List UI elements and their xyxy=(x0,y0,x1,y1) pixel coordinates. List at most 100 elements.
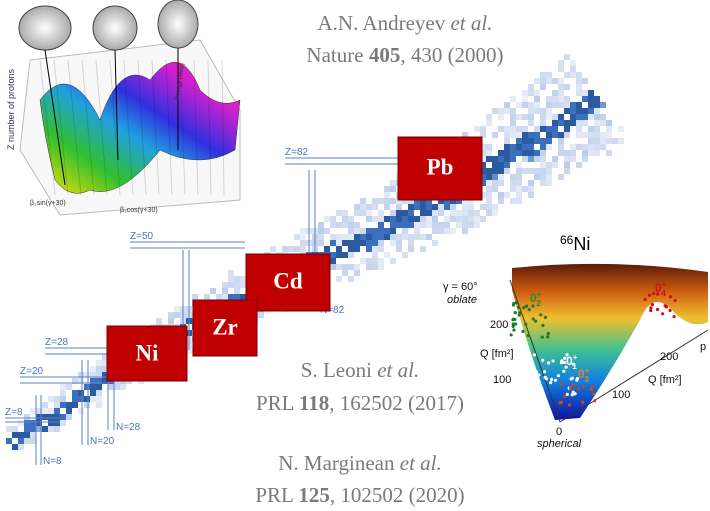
nuclide xyxy=(498,174,504,180)
state-dot xyxy=(563,395,566,398)
state-dot xyxy=(651,303,654,306)
nuclide xyxy=(522,144,528,150)
nuclide xyxy=(564,120,570,126)
nuclide xyxy=(72,402,78,408)
nuclide xyxy=(486,120,492,126)
nuclide xyxy=(384,228,390,234)
nuclide xyxy=(576,90,582,96)
nuclide xyxy=(228,294,234,300)
nuclide xyxy=(378,240,384,246)
state-dot xyxy=(577,387,580,390)
nuclide xyxy=(90,384,96,390)
etal: et al. xyxy=(450,11,492,35)
nuclide xyxy=(558,102,564,108)
element-label: Ni xyxy=(136,340,160,365)
nuclide xyxy=(438,222,444,228)
nuclide xyxy=(462,222,468,228)
nuclide xyxy=(486,180,492,186)
nuclide xyxy=(492,204,498,210)
nuclide xyxy=(330,234,336,240)
nuclide xyxy=(96,366,102,372)
nuclide xyxy=(282,246,288,252)
nuclide xyxy=(492,210,498,216)
nuclide xyxy=(54,426,60,432)
nuclide xyxy=(66,384,72,390)
state-dot xyxy=(561,382,564,385)
nuclide xyxy=(336,276,342,282)
nuclide xyxy=(564,126,570,132)
nuclide xyxy=(594,138,600,144)
state-dot xyxy=(549,381,552,384)
nuclide xyxy=(372,246,378,252)
nuclide xyxy=(540,162,546,168)
nuclide xyxy=(540,174,546,180)
state-dot xyxy=(674,299,677,302)
nuclide xyxy=(234,294,240,300)
nuclide xyxy=(324,216,330,222)
nuclide xyxy=(582,90,588,96)
nuclide xyxy=(438,204,444,210)
citation-line: N. Marginean et al. xyxy=(278,451,442,475)
nuclide xyxy=(516,198,522,204)
nuclide xyxy=(408,204,414,210)
nuclide xyxy=(564,84,570,90)
nuclide xyxy=(330,252,336,258)
citation-line: PRL 118, 162502 (2017) xyxy=(256,391,464,415)
nuclide xyxy=(366,210,372,216)
nuclide xyxy=(576,162,582,168)
nuclide xyxy=(522,90,528,96)
details: , 430 (2000) xyxy=(400,43,503,67)
nuclide xyxy=(426,210,432,216)
state-dot xyxy=(593,399,596,402)
state-dot xyxy=(568,403,571,406)
nuclide xyxy=(504,192,510,198)
nuclide xyxy=(552,162,558,168)
nuclide xyxy=(510,174,516,180)
nuclide xyxy=(42,426,48,432)
nuclide xyxy=(354,228,360,234)
state-dot xyxy=(644,298,647,301)
nuclide xyxy=(528,156,534,162)
nuclide xyxy=(396,222,402,228)
citation-line: S. Leoni et al. xyxy=(301,358,419,382)
nuclide xyxy=(378,222,384,228)
nuclide xyxy=(66,414,72,420)
nuclide xyxy=(504,102,510,108)
nuclide xyxy=(342,210,348,216)
nuclide xyxy=(570,108,576,114)
nuclide xyxy=(600,114,606,120)
nuclide xyxy=(516,168,522,174)
nuclide xyxy=(66,408,72,414)
state-dot xyxy=(524,323,527,326)
state-dot xyxy=(543,370,546,373)
nuclide xyxy=(204,294,210,300)
nuclide xyxy=(534,168,540,174)
q-label: Q [fm²] xyxy=(648,374,682,386)
nuclide xyxy=(564,108,570,114)
nuclide xyxy=(522,168,528,174)
nuclide xyxy=(60,396,66,402)
sub: 2 xyxy=(536,299,541,308)
volume: 125 xyxy=(298,483,330,507)
nuclide xyxy=(576,114,582,120)
nuclide xyxy=(12,432,18,438)
citation-line: Nature 405, 430 (2000) xyxy=(306,43,503,67)
nuclide xyxy=(534,138,540,144)
nuclide xyxy=(390,180,396,186)
nuclide xyxy=(12,444,18,450)
sup: + xyxy=(573,353,578,362)
nuclide xyxy=(558,174,564,180)
nuclide xyxy=(60,414,66,420)
nuclide xyxy=(372,216,378,222)
nuclide xyxy=(54,402,60,408)
oblate-label: oblate xyxy=(447,294,477,306)
nuclide xyxy=(486,198,492,204)
nuclide xyxy=(516,102,522,108)
nuclide xyxy=(360,258,366,264)
nuclide xyxy=(372,198,378,204)
nuclide xyxy=(348,276,354,282)
nuclide xyxy=(384,252,390,258)
nuclide xyxy=(498,126,504,132)
nuclide xyxy=(498,168,504,174)
nuclide xyxy=(498,192,504,198)
